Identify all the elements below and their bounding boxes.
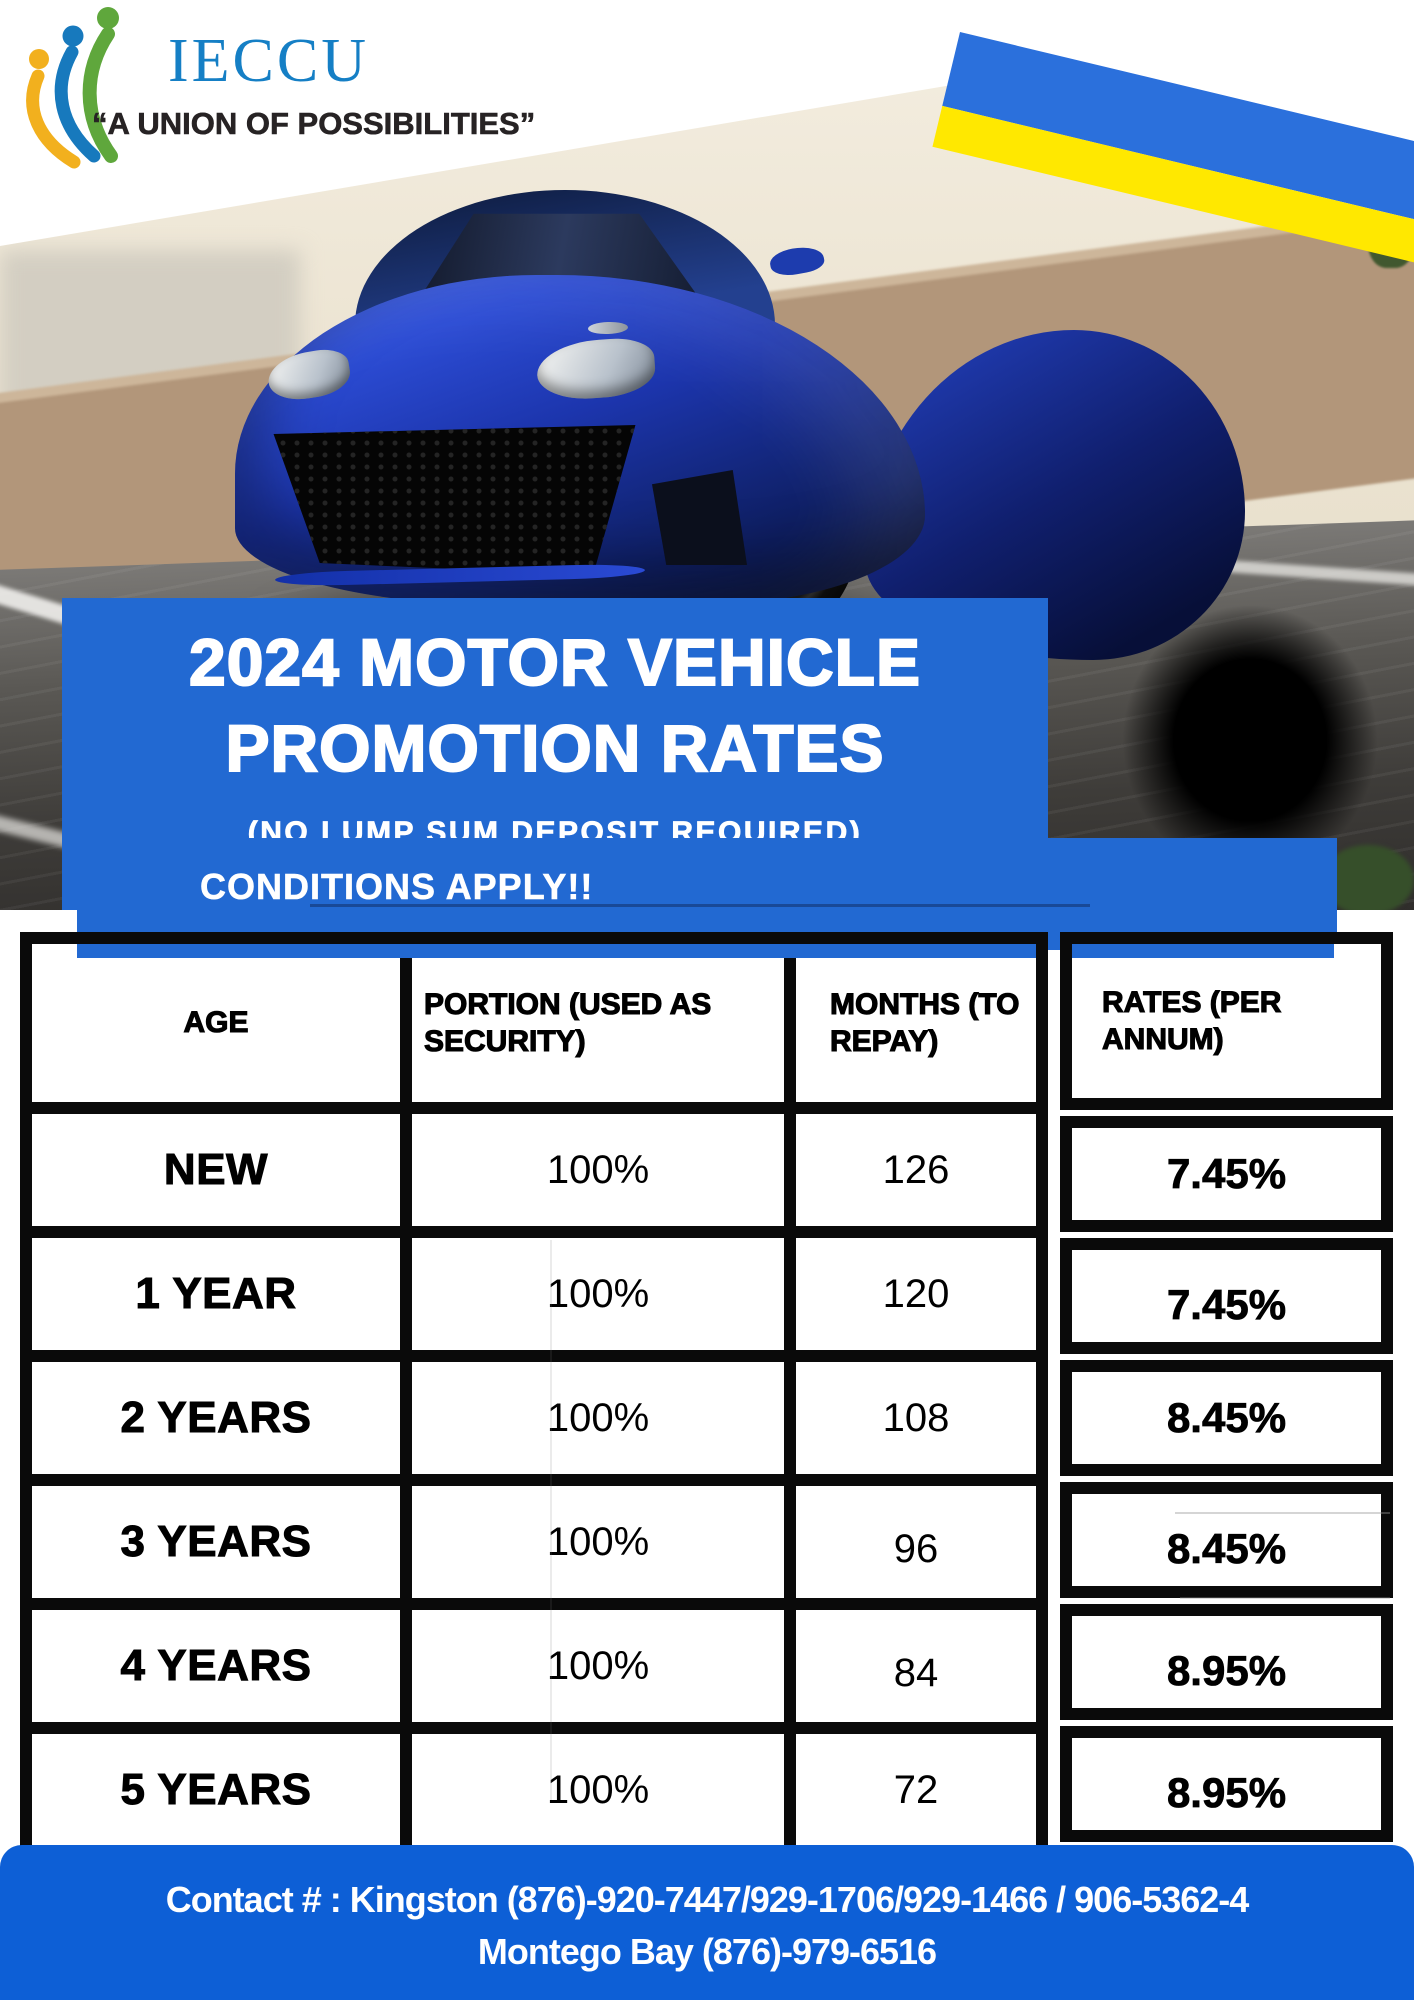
brand-tagline: “A UNION OF POSSIBILITIES” (92, 106, 536, 142)
header-cell-months-label: MONTHS (TO REPAY) (829, 987, 1020, 1059)
rate-cell: 8.45% (1060, 1482, 1393, 1598)
faint-horizontal-line (1175, 1512, 1390, 1514)
footer-contact-line2: Montego Bay (876)-979-6516 (477, 1931, 937, 1972)
header-cell-portion: PORTION (USED AS SECURITY) (412, 944, 784, 1102)
promo-title-line2: PROMOTION RATES (224, 710, 885, 786)
logo-figure-yellow-head (29, 49, 49, 69)
car-side-intake (652, 470, 747, 565)
months-cell: 126 (796, 1114, 1036, 1226)
car-grille (273, 425, 636, 575)
promo-title-line1: 2024 MOTOR VEHICLE (188, 624, 921, 700)
faint-vertical-line (550, 1240, 552, 1800)
header-cell-age: AGE (32, 944, 400, 1102)
months-cell: 84 (796, 1610, 1036, 1722)
rate-cell: 8.45% (1060, 1360, 1393, 1476)
months-cell: 72 (796, 1734, 1036, 1846)
rate-cell: 8.95% (1060, 1726, 1393, 1842)
logo-figure-green (82, 27, 118, 163)
age-cell: 4 YEARS (32, 1610, 400, 1722)
header-cell-rates-label: RATES (PER ANNUM) (1101, 985, 1282, 1057)
age-cell: 2 YEARS (32, 1362, 400, 1474)
brand-name: IECCU (168, 27, 369, 95)
rate-cell: 7.45% (1060, 1238, 1393, 1354)
rates-column: RATES (PER ANNUM) 7.45% 7.45% 8.45% 8.45… (1060, 932, 1393, 1848)
portion-cell: 100% (412, 1610, 784, 1722)
months-cell: 120 (796, 1238, 1036, 1350)
rate-cell: 7.45% (1060, 1116, 1393, 1232)
portion-cell: 100% (412, 1362, 784, 1474)
faint-horizontal-line (1180, 1597, 1390, 1599)
conditions-note: CONDITIONS APPLY!! (200, 866, 594, 908)
footer-bar: Contact # : Kingston (876)-920-7447/929-… (0, 1845, 1414, 2000)
age-cell: 1 YEAR (32, 1238, 400, 1350)
conditions-strip (77, 838, 1337, 950)
months-cell: 96 (796, 1486, 1036, 1598)
logo-figure-yellow (26, 69, 81, 169)
age-cell: NEW (32, 1114, 400, 1226)
portion-cell: 100% (412, 1734, 784, 1846)
header-cell-rates: RATES (PER ANNUM) (1060, 932, 1393, 1110)
rates-table: AGE PORTION (USED AS SECURITY) MONTHS (T… (20, 932, 1048, 1858)
table-top-blue-strip (77, 944, 1036, 958)
portion-cell: 100% (412, 1238, 784, 1350)
rate-cell: 8.95% (1060, 1604, 1393, 1720)
logo-figure-green-head (97, 7, 119, 29)
header-cell-months: MONTHS (TO REPAY) (796, 944, 1036, 1102)
footer-contact-line1: Contact # : Kingston (876)-920-7447/929-… (165, 1879, 1250, 1920)
logo-figure-blue-head (62, 25, 84, 47)
portion-cell: 100% (412, 1114, 784, 1226)
conditions-underline (310, 904, 1090, 907)
months-cell: 108 (796, 1362, 1036, 1474)
portion-cell: 100% (412, 1486, 784, 1598)
header-cell-portion-label: PORTION (USED AS SECURITY) (423, 987, 712, 1059)
rates-top-blue-strip (1072, 944, 1334, 958)
age-cell: 3 YEARS (32, 1486, 400, 1598)
logo-figure-blue (54, 45, 101, 163)
brand-logo (26, 7, 119, 169)
age-cell: 5 YEARS (32, 1734, 400, 1846)
